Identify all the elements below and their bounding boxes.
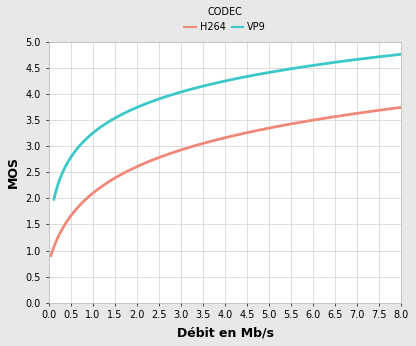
- Y-axis label: MOS: MOS: [7, 156, 20, 188]
- X-axis label: Débit en Mb/s: Débit en Mb/s: [176, 326, 274, 339]
- Legend: H264, VP9: H264, VP9: [184, 7, 266, 32]
